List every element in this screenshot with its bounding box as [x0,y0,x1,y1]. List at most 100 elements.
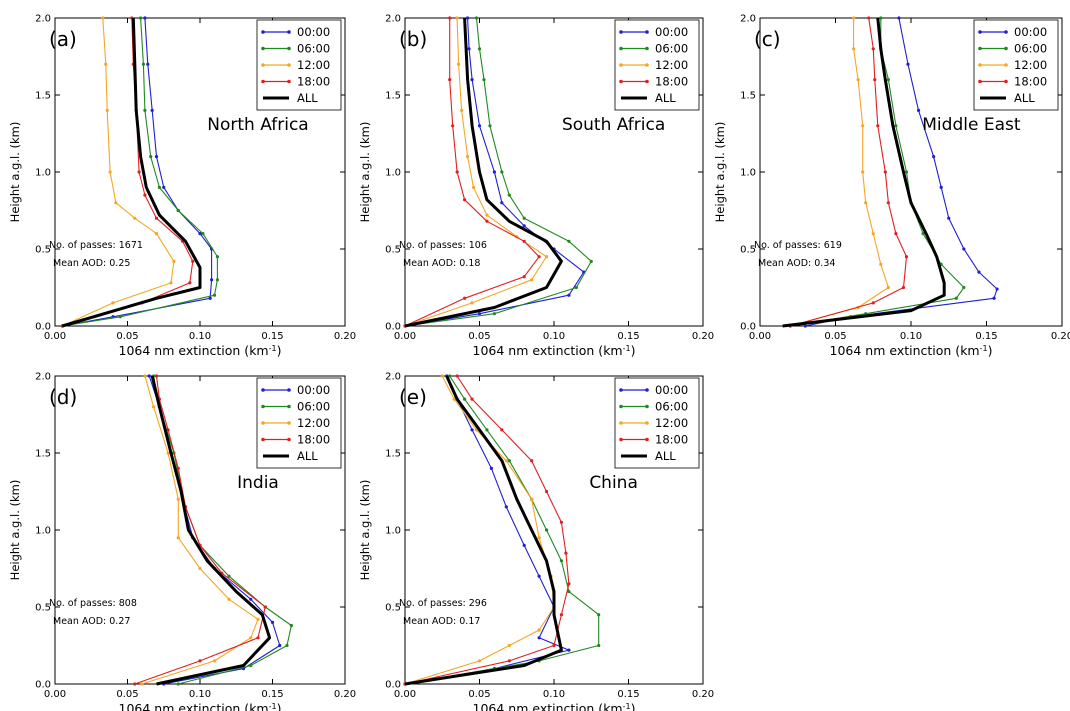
data-point [559,559,564,563]
y-tick-label: 0.5 [35,245,51,256]
panel-label: (d) [49,385,77,409]
aod-annotation: Mean AOD: 0.17 [403,616,480,627]
y-tick-label: 0.0 [385,322,401,333]
legend-marker [287,79,291,84]
data-point [954,296,958,300]
data-point [530,278,534,282]
data-point [104,62,108,66]
x-tick-label: 0.20 [1051,331,1070,342]
data-point [138,16,143,20]
data-point [962,285,966,290]
data-point [852,47,856,51]
legend-marker [645,421,649,425]
aod-annotation: Mean AOD: 0.34 [758,258,835,269]
legend-label: 12:00 [1014,58,1047,72]
series-line [61,17,202,328]
data-point [559,520,564,524]
y-tick-label: 1.5 [35,91,51,102]
data-point [157,185,161,189]
data-point [215,278,219,282]
y-axis-label: Height a.g.l. (km) [358,480,372,581]
panel-label: (e) [399,385,427,409]
data-point [507,459,511,463]
legend-marker [287,388,291,392]
data-point [485,213,489,217]
y-axis-label: Height a.g.l. (km) [358,122,372,223]
x-tick-label: 0.15 [617,331,639,342]
data-point [451,124,455,128]
legend-marker [261,63,265,67]
region-title: South Africa [562,115,665,135]
data-point [861,124,865,128]
data-point [143,374,147,378]
x-tick-label: 0.10 [189,689,211,700]
data-point [176,497,180,501]
data-point [886,78,890,82]
data-point [455,374,459,378]
y-tick-label: 1.5 [35,449,51,460]
data-point [176,536,180,540]
data-point [552,643,556,648]
legend-label: 00:00 [297,25,330,39]
aod-annotation: Mean AOD: 0.27 [53,616,130,627]
data-point [188,281,192,285]
legend-label: 06:00 [655,400,688,414]
data-point [962,247,966,251]
data-point [463,397,467,401]
x-tick-label: 0.00 [394,689,416,700]
data-point [249,636,253,640]
legend-label: 18:00 [297,433,330,447]
chart-panel: 0.00 0.05 0.10 0.15 0.20 0.0 0.5 1.0 1.5 2.0 1064 … [8,14,356,359]
data-point [154,232,159,236]
legend-label: 18:00 [655,433,688,447]
data-point [567,582,571,586]
data-point [448,374,452,378]
data-point [522,224,526,228]
data-point [803,324,807,328]
legend-label: 00:00 [655,383,688,397]
data-point [455,16,459,20]
passes-annotation: No. of passes: 1671 [49,240,143,251]
data-point [114,201,118,205]
legend-label: ALL [655,449,676,463]
data-point [448,16,452,20]
y-axis-label: Height a.g.l. (km) [8,480,22,581]
data-point [597,643,601,648]
x-tick-label: 0.05 [116,331,138,342]
data-point [162,185,166,189]
data-point [166,451,170,455]
passes-annotation: No. of passes: 808 [49,598,137,609]
data-point [482,78,486,82]
data-point [564,551,568,555]
legend-label: 06:00 [297,400,330,414]
x-tick-label: 0.10 [189,331,211,342]
data-point [285,643,289,648]
data-point [198,232,202,236]
data-point [133,682,137,686]
legend-marker [261,421,265,425]
data-point [500,428,504,432]
x-axis-label: 1064 nm extinction (km-1) [119,701,282,711]
data-point [504,459,508,463]
data-point [977,270,981,274]
legend-label: ALL [297,91,318,105]
data-point [143,193,147,197]
data-point [154,155,159,159]
data-point [522,275,526,279]
legend-label: ALL [655,91,676,105]
legend-marker [1004,46,1008,51]
data-point [901,285,906,290]
data-point [879,16,883,20]
x-tick-label: 0.00 [394,331,416,342]
x-tick-label: 0.00 [44,689,66,700]
legend-marker [619,30,623,34]
legend-marker [619,437,623,442]
y-tick-label: 0.5 [385,245,401,256]
x-tick-label: 0.10 [543,689,565,700]
data-point [227,574,231,578]
data-point [544,255,549,259]
passes-annotation: No. of passes: 296 [399,598,487,609]
data-point [278,643,282,648]
data-point [256,636,260,640]
